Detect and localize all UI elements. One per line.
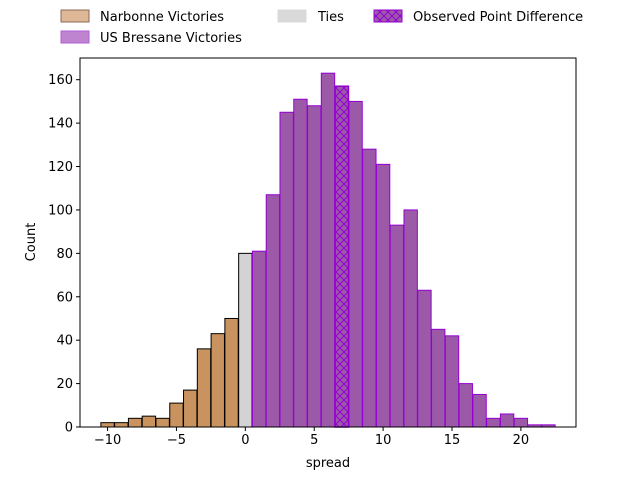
y-tick-label-6: 120: [48, 160, 73, 175]
bar-us-bressane-victories-17: [486, 417, 501, 428]
bar-us-bressane-victories-19: [513, 417, 529, 428]
bar-us-bressane-victories-15: [458, 383, 473, 428]
legend-swatch-ties: [277, 9, 307, 23]
bar-us-bressane-victories-12: [417, 289, 432, 428]
y-tick-label-2: 40: [56, 334, 73, 349]
legend-label-ties: Ties: [317, 10, 344, 25]
bar-us-bressane-victories-9: [375, 163, 391, 428]
x-tick-label-1: −5: [167, 433, 186, 448]
x-tick-label-2: 0: [241, 433, 249, 448]
bar-us-bressane-victories-14: [444, 335, 460, 428]
x-axis: −10 −5 0 5 10 15 20: [94, 427, 529, 448]
legend: Narbonne Victories US Bressane Victories…: [60, 9, 583, 46]
bar-us-bressane-victories-5: [320, 72, 336, 428]
legend-label-narbonne: Narbonne Victories: [100, 10, 224, 25]
bar-ties-0: [238, 252, 253, 428]
y-tick-label-1: 20: [56, 377, 73, 392]
observed-point-difference-marker: [334, 85, 350, 428]
bar-us-bressane-victories-1: [265, 194, 281, 428]
x-tick-label-3: 5: [310, 433, 318, 448]
bar-narbonne-victories-4: [155, 417, 170, 428]
bar-us-bressane-victories-16: [472, 393, 487, 428]
bar-narbonne-victories-3: [141, 415, 157, 428]
bar-narbonne-victories-7: [196, 348, 212, 428]
bar-us-bressane-victories-11: [403, 209, 418, 428]
bar-narbonne-victories-6: [183, 389, 198, 428]
legend-swatch-us-bressane: [60, 30, 90, 44]
y-tick-label-8: 160: [48, 73, 73, 88]
observed-point-difference-bar: [334, 85, 350, 428]
bar-us-bressane-victories-13: [431, 328, 446, 428]
x-tick-label-5: 15: [444, 433, 461, 448]
y-tick-label-3: 60: [56, 290, 73, 305]
bar-us-bressane-victories-3: [293, 98, 308, 428]
legend-swatch-narbonne: [60, 9, 90, 23]
bar-us-bressane-victories-7: [348, 100, 363, 428]
bar-narbonne-victories-2: [127, 417, 143, 428]
bar-narbonne-victories-9: [224, 317, 239, 428]
bar-narbonne-victories-8: [210, 333, 225, 428]
bar-us-bressane-victories-8: [362, 148, 377, 428]
legend-swatch-observed-hatch: [373, 9, 403, 23]
bar-narbonne-victories-5: [169, 402, 184, 428]
bar-us-bressane-victories-18: [499, 413, 515, 428]
x-tick-label-0: −10: [94, 433, 121, 448]
legend-label-observed: Observed Point Difference: [413, 10, 583, 25]
bar-us-bressane-victories-0: [251, 250, 267, 428]
y-axis: 0 20 40 60 80 100 120 140 160: [48, 73, 80, 436]
y-tick-label-0: 0: [65, 421, 73, 436]
y-tick-label-7: 140: [48, 117, 73, 132]
bar-narbonne-victories-0: [100, 422, 115, 428]
y-axis-label: Count: [24, 223, 39, 262]
histogram-bars: [100, 72, 556, 428]
legend-label-us-bressane: US Bressane Victories: [100, 31, 242, 46]
x-tick-label-4: 10: [375, 433, 392, 448]
bar-us-bressane-victories-4: [307, 105, 322, 428]
y-tick-label-5: 100: [48, 203, 73, 218]
legend-entry-us-bressane: US Bressane Victories: [60, 30, 242, 46]
y-tick-label-4: 80: [56, 247, 73, 262]
bar-us-bressane-victories-2: [279, 111, 294, 428]
legend-entry-narbonne: Narbonne Victories: [60, 9, 224, 25]
x-tick-label-6: 20: [513, 433, 530, 448]
plot-frame: [79, 57, 577, 428]
bar-us-bressane-victories-10: [389, 224, 405, 428]
legend-entry-ties: Ties: [277, 9, 344, 25]
x-axis-label: spread: [306, 456, 350, 471]
bar-narbonne-victories-1: [114, 422, 129, 428]
legend-entry-observed: Observed Point Difference: [373, 9, 583, 25]
